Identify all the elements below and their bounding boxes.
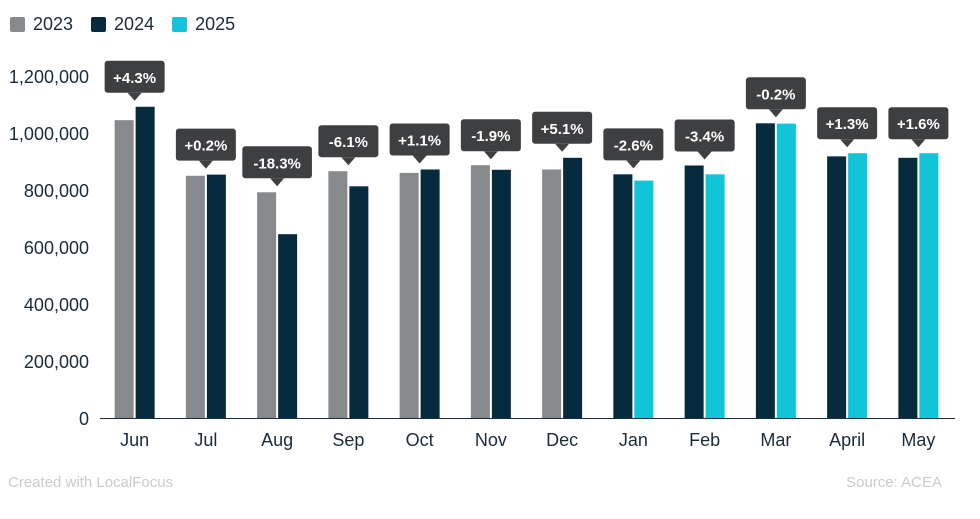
bar-jul-2023 xyxy=(185,175,205,418)
x-tick-label: Aug xyxy=(261,430,293,450)
change-callout-pointer xyxy=(626,160,641,169)
bar-oct-2023 xyxy=(399,172,419,418)
change-label: +5.1% xyxy=(541,121,584,138)
legend-label-2023: 2023 xyxy=(33,14,74,34)
change-label: -1.9% xyxy=(471,128,510,145)
y-tick-label: 600,000 xyxy=(24,238,89,258)
change-label: -3.4% xyxy=(685,128,724,145)
change-callout-pointer xyxy=(555,143,570,152)
bar-nov-2024 xyxy=(491,169,511,418)
change-callout-box xyxy=(389,123,450,156)
change-callout-box xyxy=(817,107,878,140)
change-callout-pointer xyxy=(341,157,356,166)
bar-dec-2024 xyxy=(563,157,583,419)
legend-item-2023: 2023 xyxy=(10,14,73,35)
y-tick-label: 1,200,000 xyxy=(9,67,89,87)
legend-swatch-2023 xyxy=(10,17,25,32)
change-callout-box xyxy=(532,111,593,144)
x-tick-label: Feb xyxy=(689,430,720,450)
bar-feb-2025 xyxy=(705,174,725,418)
x-tick-label: April xyxy=(829,430,865,450)
legend-label-2025: 2025 xyxy=(195,14,236,34)
change-callout-box xyxy=(745,77,806,110)
bar-jul-2024 xyxy=(206,174,226,418)
change-callout-box xyxy=(242,146,312,179)
change-label: +1.3% xyxy=(826,116,869,133)
y-tick-label: 800,000 xyxy=(24,181,89,201)
change-label: +4.3% xyxy=(113,70,156,87)
credit-note: Created with LocalFocus xyxy=(8,474,174,491)
y-tick-label: 0 xyxy=(79,409,89,429)
change-callout-box xyxy=(104,60,165,93)
legend-item-2025: 2025 xyxy=(172,14,235,35)
x-tick-label: Dec xyxy=(546,430,578,450)
x-tick-label: Jul xyxy=(194,430,217,450)
x-tick-label: Sep xyxy=(332,430,364,450)
chart-legend: 2023 2024 2025 xyxy=(10,14,235,35)
x-tick-label: Jun xyxy=(120,430,149,450)
change-callout-pointer xyxy=(768,109,783,118)
change-callout-box xyxy=(318,125,379,158)
bar-nov-2023 xyxy=(470,165,490,418)
bar-sep-2023 xyxy=(328,171,348,418)
change-callout-pointer xyxy=(911,139,926,148)
y-tick-label: 200,000 xyxy=(24,352,89,372)
bar-aug-2024 xyxy=(278,234,298,418)
legend-swatch-2025 xyxy=(172,17,188,32)
y-tick-label: 400,000 xyxy=(24,295,89,315)
bar-april-2025 xyxy=(848,153,868,419)
y-tick-label: 1,000,000 xyxy=(9,124,89,144)
change-callout-pointer xyxy=(127,92,142,101)
change-callout-pointer xyxy=(412,155,427,164)
bar-aug-2023 xyxy=(257,192,277,418)
change-label: -2.6% xyxy=(614,137,653,154)
x-tick-label: Jan xyxy=(619,430,648,450)
change-callout-pointer xyxy=(270,178,285,187)
bar-jan-2024 xyxy=(613,174,633,418)
change-callout-box xyxy=(175,128,236,161)
source-note: Source: ACEA xyxy=(846,474,942,491)
change-label: -6.1% xyxy=(329,134,368,151)
x-tick-label: Oct xyxy=(406,430,434,450)
change-label: -18.3% xyxy=(253,155,301,172)
change-callout-box xyxy=(888,107,949,140)
bar-may-2025 xyxy=(919,153,939,419)
x-tick-label: May xyxy=(901,430,935,450)
bar-may-2024 xyxy=(898,157,918,419)
legend-swatch-2024 xyxy=(91,17,107,32)
change-label: +0.2% xyxy=(184,138,227,155)
bar-jun-2024 xyxy=(135,106,155,418)
change-callout-box xyxy=(603,128,664,161)
change-callout-pointer xyxy=(198,160,213,169)
bar-jun-2023 xyxy=(114,120,134,419)
bar-mar-2025 xyxy=(776,123,796,418)
bar-jan-2025 xyxy=(634,180,654,418)
x-tick-label: Nov xyxy=(475,430,507,450)
legend-item-2024: 2024 xyxy=(91,14,154,35)
change-callout-box xyxy=(674,119,735,152)
bar-dec-2023 xyxy=(542,169,562,418)
bar-sep-2024 xyxy=(349,186,369,418)
bar-april-2024 xyxy=(827,156,847,418)
change-callout-pointer xyxy=(697,151,712,160)
bar-feb-2024 xyxy=(684,165,704,418)
change-callout-pointer xyxy=(483,151,498,160)
bar-oct-2024 xyxy=(420,169,440,418)
change-label: +1.1% xyxy=(398,132,441,149)
change-callout-pointer xyxy=(840,139,855,148)
bar-mar-2024 xyxy=(755,123,775,418)
change-label: -0.2% xyxy=(756,86,795,103)
change-label: +1.6% xyxy=(897,116,940,133)
change-callout-box xyxy=(460,119,521,152)
legend-label-2024: 2024 xyxy=(114,14,155,34)
x-tick-label: Mar xyxy=(760,430,791,450)
